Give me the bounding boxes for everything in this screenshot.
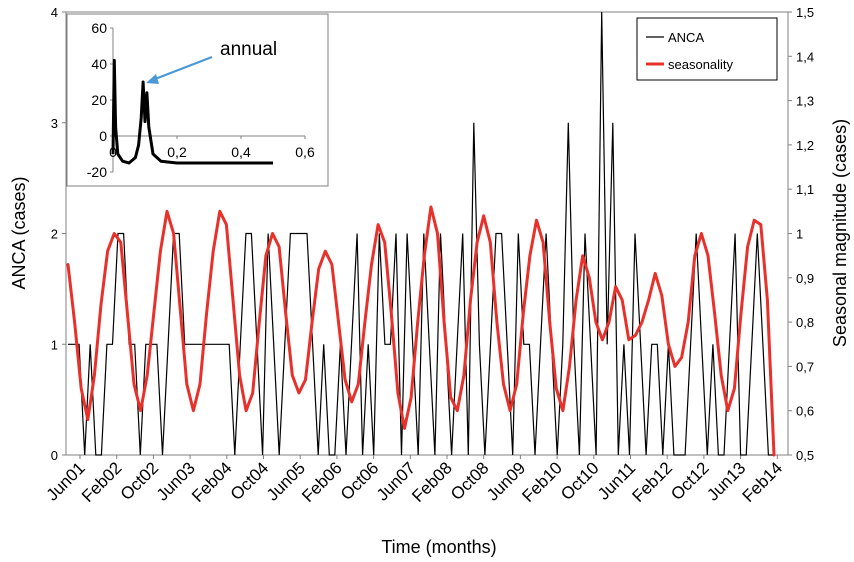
legend-box: [636, 17, 778, 81]
x-tick-label: Feb02: [78, 458, 126, 506]
right-tick-label: 0,7: [796, 359, 814, 374]
inset-x-tick-label: 0,6: [295, 144, 315, 160]
inset-y-tick-label: -20: [87, 164, 107, 180]
inset-annotation: annual: [220, 39, 277, 60]
x-tick-label: Feb14: [739, 458, 787, 506]
inset-y-tick-label: 40: [91, 56, 107, 72]
legend-label-anca: ANCA: [668, 30, 704, 45]
right-tick-label: 0,6: [796, 404, 814, 419]
left-tick-label: 2: [51, 227, 58, 242]
x-tick-label: Oct08: [447, 458, 493, 504]
inset-x-tick-label: 0,4: [231, 144, 251, 160]
x-tick-label: Feb08: [408, 458, 456, 506]
x-axis-ticks: Jun01Feb02Oct02Jun03Feb04Oct04Jun05Feb06…: [43, 455, 786, 506]
right-axis-ticks: 0,5 0,6 0,7 0,8 0,9 1 1,1 1,2 1,3 1,4 1,5: [788, 5, 814, 463]
series-anca-line: [68, 11, 774, 456]
right-tick-label: 0,8: [796, 315, 814, 330]
left-tick-label: 0: [51, 448, 58, 463]
x-tick-label: Oct02: [117, 458, 163, 504]
left-tick-label: 3: [51, 116, 58, 131]
right-tick-label: 0,9: [796, 271, 814, 286]
left-tick-label: 4: [51, 5, 58, 20]
right-tick-label: 1,2: [796, 138, 814, 153]
inset-x-tick-label: 0,2: [167, 144, 187, 160]
legend: ANCA seasonality: [636, 17, 778, 81]
right-axis-title: Seasonal magnitude (cases): [830, 119, 850, 347]
x-tick-label: Oct12: [667, 458, 713, 504]
inset-y-tick-label: 20: [91, 92, 107, 108]
right-tick-label: 1,3: [796, 94, 814, 109]
inset-arrow: [146, 55, 213, 84]
left-axis-title: ANCA (cases): [9, 176, 29, 289]
x-tick-label: Oct06: [337, 458, 383, 504]
left-axis-ticks: 0 1 2 3 4: [51, 5, 66, 463]
x-tick-label: Feb12: [629, 458, 677, 506]
right-tick-label: 1: [796, 227, 803, 242]
inset-y-tick-label: 60: [91, 20, 107, 36]
x-axis-title: Time (months): [381, 537, 496, 557]
right-tick-label: 0,5: [796, 448, 814, 463]
left-tick-label: 1: [51, 337, 58, 352]
x-tick-label: Feb10: [518, 458, 566, 506]
series-seasonality-line: [66, 205, 776, 457]
x-tick-label: Oct10: [557, 458, 603, 504]
inset-y-tick-label: 0: [99, 128, 107, 144]
x-tick-label: Feb06: [298, 458, 346, 506]
x-tick-label: Feb04: [188, 458, 236, 506]
right-tick-label: 1,1: [796, 182, 814, 197]
inset-spectrum-line: [111, 58, 273, 165]
series-layer: [66, 11, 776, 457]
x-tick-label: Oct04: [227, 458, 273, 504]
legend-label-seasonality: seasonality: [668, 57, 734, 72]
right-tick-label: 1,5: [796, 5, 814, 20]
right-tick-label: 1,4: [796, 49, 814, 64]
